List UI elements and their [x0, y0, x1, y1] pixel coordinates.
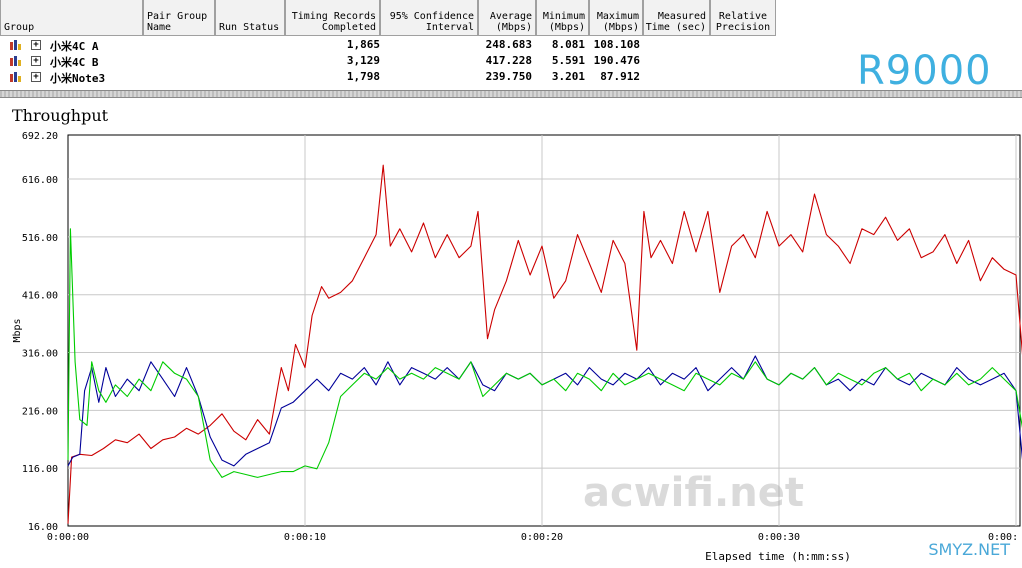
column-header-text: 95% Confidence — [389, 11, 474, 22]
column-header-pair-group-name[interactable]: Pair Group Name — [143, 0, 215, 36]
column-header-text: Minimum — [542, 11, 585, 22]
column-header-minimum[interactable]: Minimum (Mbps) — [536, 0, 589, 36]
column-header-text: Pair Group — [147, 11, 208, 22]
column-header-text: Maximum — [596, 11, 639, 22]
column-header-text: Run Status — [219, 22, 280, 33]
column-header-text: Completed — [321, 22, 376, 33]
average-value: 239.750 — [485, 70, 532, 83]
column-header-text: Name — [147, 22, 172, 33]
maximum-value: 190.476 — [593, 54, 640, 67]
table-header-row: Group Pair Group Name Run Status Timing Reco… — [0, 0, 776, 36]
table-row[interactable]: + 小米4C B 3,129 417.228 5.591 190.476 — [0, 53, 700, 69]
group-name: 小米4C A — [50, 40, 99, 53]
x-tick-label: 0:00:20 — [521, 532, 563, 543]
y-tick-label: 16.00 — [28, 522, 58, 533]
group-name: 小米4C B — [50, 56, 99, 69]
column-header-average[interactable]: Average (Mbps) — [478, 0, 536, 36]
y-tick-label: 616.00 — [22, 175, 58, 186]
average-value: 417.228 — [485, 54, 532, 67]
column-header-timing-records[interactable]: Timing Records Completed — [285, 0, 380, 36]
site-watermark: acwifi.net — [583, 470, 804, 516]
column-header-text: (Mbps) — [548, 22, 585, 33]
minimum-value: 5.591 — [551, 54, 585, 67]
x-tick-label: 0:00:30 — [758, 532, 800, 543]
y-tick-label: 316.00 — [22, 349, 58, 360]
chart-title: Throughput — [12, 106, 109, 125]
series-line-green — [67, 228, 1022, 478]
pair-chart-icon — [9, 40, 21, 50]
column-header-run-status[interactable]: Run Status — [215, 0, 285, 36]
minimum-value: 3.201 — [551, 70, 585, 83]
pair-chart-icon — [9, 56, 21, 66]
timing-records-value: 1,798 — [346, 70, 380, 83]
average-value: 248.683 — [485, 38, 532, 51]
column-header-text: Group — [4, 22, 35, 33]
x-tick-label: 0:00: — [988, 532, 1018, 543]
expand-icon[interactable]: + — [31, 72, 41, 82]
x-axis-label: Elapsed time (h:mm:ss) — [705, 550, 851, 563]
x-tick-label: 0:00:00 — [47, 532, 89, 543]
model-watermark: R9000 — [857, 48, 992, 94]
column-header-text: Interval — [425, 22, 474, 33]
timing-records-value: 1,865 — [346, 38, 380, 51]
column-header-maximum[interactable]: Maximum (Mbps) — [589, 0, 643, 36]
series-line-red — [67, 164, 1022, 524]
x-tick-label: 0:00:10 — [284, 532, 326, 543]
column-header-text: Time (sec) — [645, 22, 706, 33]
expand-icon[interactable]: + — [31, 40, 41, 50]
y-axis-label: Mbps — [12, 318, 23, 342]
minimum-value: 8.081 — [551, 38, 585, 51]
column-header-text: Precision — [715, 22, 771, 33]
column-header-text: (Mbps) — [495, 22, 532, 33]
y-tick-label: 116.00 — [22, 464, 58, 475]
table-row[interactable]: + 小米Note3 1,798 239.750 3.201 87.912 — [0, 69, 700, 85]
group-name: 小米Note3 — [50, 72, 106, 85]
results-table: Group Pair Group Name Run Status Timing Reco… — [0, 0, 1022, 94]
y-tick-label: 692.20 — [22, 131, 58, 142]
expand-icon[interactable]: + — [31, 56, 41, 66]
column-header-text: Timing Records — [291, 11, 376, 22]
y-tick-label: 416.00 — [22, 291, 58, 302]
maximum-value: 108.108 — [593, 38, 640, 51]
corner-watermark: SMYZ.NET — [928, 540, 1010, 559]
pair-chart-icon — [9, 72, 21, 82]
y-tick-label: 516.00 — [22, 233, 58, 244]
column-header-text: Average — [489, 11, 532, 22]
table-row[interactable]: + 小米4C A 1,865 248.683 8.081 108.108 — [0, 37, 700, 53]
timing-records-value: 3,129 — [346, 54, 380, 67]
y-tick-label: 216.00 — [22, 406, 58, 417]
splitter-bar[interactable] — [0, 90, 1022, 98]
column-header-relative-precision[interactable]: Relative Precision — [710, 0, 776, 36]
column-header-measured-time[interactable]: Measured Time (sec) — [643, 0, 710, 36]
column-header-confidence-interval[interactable]: 95% Confidence Interval — [380, 0, 478, 36]
column-header-group[interactable]: Group — [0, 0, 143, 36]
column-header-text: Measured — [657, 11, 706, 22]
column-header-text: Relative — [718, 11, 768, 22]
column-header-text: (Mbps) — [602, 22, 639, 33]
plot-area — [67, 134, 1021, 527]
maximum-value: 87.912 — [600, 70, 640, 83]
